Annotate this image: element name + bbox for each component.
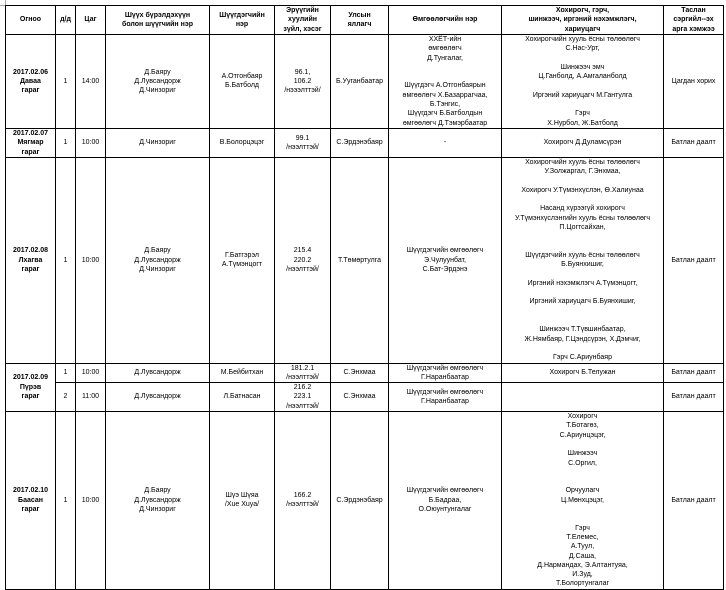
cell-defendant: А.Отгонбаяр Б.Батболд xyxy=(209,34,275,129)
header-article: Эрүүгийн хуулийн зүйл, хэсэг xyxy=(274,5,331,35)
cell-lawyer: ХХЁТ-ийн өмгөөлөгч Д.Тунгалаг, Шүүгдэгч … xyxy=(388,34,502,129)
cell-time: 10:00 xyxy=(75,156,106,364)
cell-time: 10:00 xyxy=(75,127,106,158)
cell-article: 96.1, 106.2 /нэээлттэй/ xyxy=(274,34,331,129)
header-time: Цаг xyxy=(75,5,106,35)
cell-defendant: Л.Батнасан xyxy=(209,382,275,413)
cell-defendant: В.Болорцэцэг xyxy=(209,127,275,158)
cell-date: 2017.02.07 Мягмар гараг xyxy=(5,127,56,158)
cell-measure: Цагдан хорих xyxy=(663,34,724,129)
cell-lawyer: Шүүгдэгчийн өмгөөлөгч Э.Чулуунбат, С.Бат… xyxy=(388,156,502,364)
cell-no: 1 xyxy=(55,411,76,590)
cell-judges: Д.Баяру Д.Лувсандорж Д.Чинзориг xyxy=(105,156,210,364)
cell-prosecutor: Б.Ууганбаатар xyxy=(330,34,389,129)
cell-article: 215.4 220.2 /нээлттэй/ xyxy=(274,156,331,364)
header-parties: Хохирогч, гэрч, шинжээч, иргэний нэхэмжл… xyxy=(501,5,664,35)
cell-article: 99.1 /нээлттэй/ xyxy=(274,127,331,158)
cell-measure: Батлан даалт xyxy=(663,127,724,158)
cell-judges: Д.Баяру Д.Лувсандорж Д.Чинзориг xyxy=(105,34,210,129)
cell-measure: Батлан даалт xyxy=(663,382,724,413)
cell-parties: Хохирогч Б.Телужан xyxy=(501,362,664,384)
cell-date: 2017.02.08 Лхагва гараг xyxy=(5,156,56,364)
header-measure: Таслан сэргийл--эх арга хэмжээ xyxy=(663,5,724,35)
cell-prosecutor: С.Энхмаа xyxy=(330,382,389,413)
header-date: Огноо xyxy=(5,5,56,35)
cell-lawyer: Шүүгдэгчийн өмгөөлөгч Б.Бадраа, О.Оюунту… xyxy=(388,411,502,590)
cell-date: 2017.02.10 Баасан гараг xyxy=(5,411,56,590)
cell-prosecutor: С.Энхмаа xyxy=(330,362,389,384)
cell-article: 166.2 /нээлттэй/ xyxy=(274,411,331,590)
cell-prosecutor: С.Эрдэнэбаяр xyxy=(330,127,389,158)
cell-parties: Хохирогч Т.Ботагөз, С.Ариунцэцэг, Шинжээ… xyxy=(501,411,664,590)
table-row: 2017.02.08 Лхагва гараг 1 10:00 Д.Баяру … xyxy=(5,156,724,364)
cell-no: 1 xyxy=(55,362,76,384)
cell-measure: Батлан даалт xyxy=(663,156,724,364)
cell-parties: Хохирогчийн хууль ёсны төлөөлөгч У.Золжа… xyxy=(501,156,664,364)
cell-lawyer: Шүүгдэгчийн өмгөөлөгч Г.Наранбаатар xyxy=(388,362,502,384)
cell-date: 2017.02.06 Даваа гараг xyxy=(5,34,56,129)
table-row: 2017.02.09 Пүрэв гараг 1 10:00 Д.Лувсанд… xyxy=(5,362,724,413)
cell-lawyer: Шүүгдэгчийн өмгөөлөгч Г.Наранбаатар xyxy=(388,382,502,413)
table-row: 2017.02.10 Баасан гараг 1 10:00 Д.Баяру … xyxy=(5,411,724,590)
cell-article: 181.2.1 /нээлттэй/ xyxy=(274,362,331,384)
cell-parties: Хохирогч Д.Дуламсүрэн xyxy=(501,127,664,158)
cell-no: 1 xyxy=(55,127,76,158)
cell-article: 216.2 223.1 /нээлттэй/ xyxy=(274,382,331,413)
cell-prosecutor: С.Эрдэнэбаяр xyxy=(330,411,389,590)
cell-measure: Батлан даалт xyxy=(663,411,724,590)
cell-defendant: Г.Батгэрэл А.Түмэнцогт xyxy=(209,156,275,364)
header-prosecutor: Улсын яллагч xyxy=(330,5,389,35)
table-row: 2 11:00 Д.Лувсандорж Л.Батнасан 216.2 22… xyxy=(6,382,724,413)
header-judges: Шүүх бүрэлдэхүүн болон шүүгчийн нэр xyxy=(105,5,210,35)
header-defendant: Шүүгдэгчийн нэр xyxy=(209,5,275,35)
cell-time: 10:00 xyxy=(75,411,106,590)
cell-time: 14:00 xyxy=(75,34,106,129)
cell-time: 10:00 xyxy=(75,362,106,384)
cell-no: 2 xyxy=(55,382,76,413)
cell-parties: Хохирогчийн хууль ёсны төлөөлөгч С.Нас-У… xyxy=(501,34,664,129)
cell-judges: Д.Лувсандорж xyxy=(105,382,210,413)
cell-defendant: Шүэ Шүяа /Xue Xuya/ xyxy=(209,411,275,590)
cell-measure: Батлан даалт xyxy=(663,362,724,384)
cell-parties xyxy=(501,382,664,413)
cell-judges: Д.Лувсандорж xyxy=(105,362,210,384)
cell-time: 11:00 xyxy=(75,382,106,413)
header-row: Огноо д/д Цаг Шүүх бүрэлдэхүүн болон шүү… xyxy=(5,5,724,35)
header-no: д/д xyxy=(55,5,76,35)
header-lawyer: Өмгөөлөгчийн нэр xyxy=(388,5,502,35)
cell-judges: Д.Баяру Д.Лувсандорж Д.Чинзориг xyxy=(105,411,210,590)
cell-judges: Д.Чинзориг xyxy=(105,127,210,158)
cell-date: 2017.02.09 Пүрэв гараг xyxy=(5,362,56,413)
page-corner-mark xyxy=(0,0,6,6)
cell-prosecutor: Т.Төмөртулга xyxy=(330,156,389,364)
cell-defendant: М.Бейбитхан xyxy=(209,362,275,384)
table-row: 2017.02.06 Даваа гараг 1 14:00 Д.Баяру Д… xyxy=(5,34,724,129)
court-schedule-table: Огноо д/д Цаг Шүүх бүрэлдэхүүн болон шүү… xyxy=(5,5,724,590)
table-row: 2017.02.07 Мягмар гараг 1 10:00 Д.Чинзор… xyxy=(5,127,724,158)
cell-no: 1 xyxy=(55,34,76,129)
cell-no: 1 xyxy=(55,156,76,364)
cell-lawyer: - xyxy=(388,127,502,158)
